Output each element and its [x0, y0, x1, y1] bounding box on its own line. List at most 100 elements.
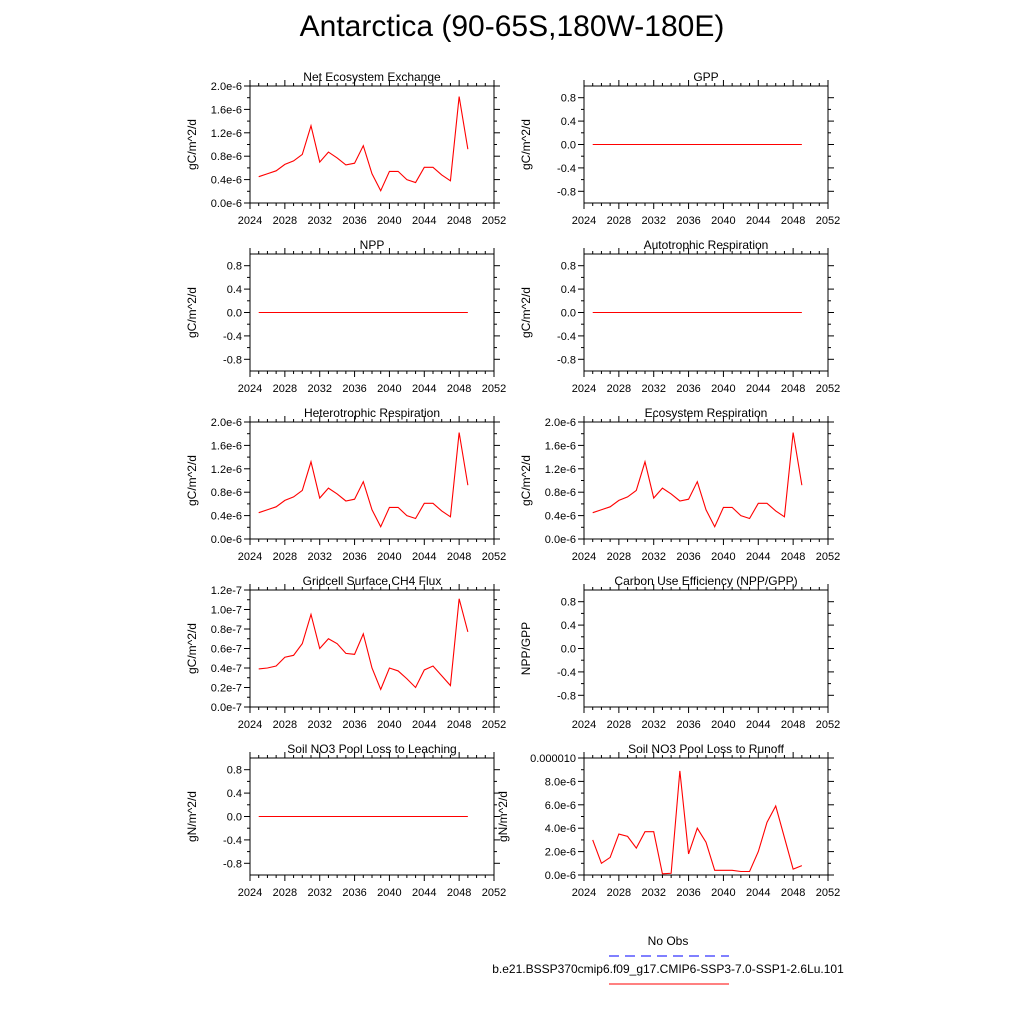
y-tick-label: 0.8: [561, 261, 576, 273]
panel-4: Autotrophic Respiration 2024 2028 2032 2036 2…: [519, 238, 840, 395]
y-tick-label: 0.0: [561, 140, 576, 152]
x-tick-label: 2040: [711, 719, 735, 731]
x-tick-label: 2024: [572, 383, 596, 395]
x-tick-label: 2032: [307, 887, 331, 899]
y-tick-label: 0.4: [227, 284, 242, 296]
y-tick-label: 0.8e-6: [211, 151, 242, 163]
x-tick-label: 2052: [482, 887, 506, 899]
x-tick-label: 2028: [273, 215, 297, 227]
x-tick-label: 2028: [607, 719, 631, 731]
x-tick-label: 2024: [238, 551, 262, 563]
x-tick-label: 2048: [447, 215, 471, 227]
x-tick-label: 2024: [238, 887, 262, 899]
panel-6: Ecosystem Respiration 2024 2028 2032 2036 204…: [519, 406, 840, 563]
y-tick-label: 1.2e-6: [545, 464, 576, 476]
y-tick-label: 0.4: [561, 620, 576, 632]
y-tick-label: 1.6e-6: [211, 440, 242, 452]
y-axis-label: gC/m^2/d: [519, 119, 533, 170]
panel-3: NPP 2024 2028 2032 2036 2040 2044 2048 2052 -0.8 -…: [185, 238, 506, 395]
x-tick-label: 2036: [676, 215, 700, 227]
series-line: [258, 432, 469, 528]
y-tick-label: 0.8: [227, 765, 242, 777]
y-tick-label: -0.8: [557, 354, 576, 366]
y-tick-label: 0.4: [561, 116, 576, 128]
x-tick-label: 2048: [781, 383, 805, 395]
x-tick-label: 2036: [342, 887, 366, 899]
y-tick-label: 0.0: [227, 812, 242, 824]
x-tick-label: 2052: [482, 551, 506, 563]
x-tick-label: 2032: [641, 215, 665, 227]
plot-frame: [583, 757, 829, 876]
x-tick-label: 2024: [238, 215, 262, 227]
x-tick-label: 2036: [342, 215, 366, 227]
y-tick-label: 2.0e-6: [211, 81, 242, 93]
x-tick-label: 2040: [377, 383, 401, 395]
panel-8: Carbon Use Efficiency (NPP/GPP) 2024 2028 2…: [519, 574, 840, 731]
legend: No Obs b.e21.BSSP370cmip6.f09_g17.CMIP6-S…: [492, 934, 844, 985]
series-line: [592, 770, 803, 875]
y-axis-label: gN/m^2/d: [496, 791, 510, 842]
x-tick-label: 2028: [607, 215, 631, 227]
x-tick-label: 2032: [307, 383, 331, 395]
y-tick-label: 0.0e-6: [211, 534, 242, 546]
x-tick-label: 2044: [746, 215, 770, 227]
x-tick-label: 2028: [273, 551, 297, 563]
y-tick-label: 0.8: [227, 261, 242, 273]
legend-label-obs: No Obs: [648, 934, 689, 948]
x-tick-label: 2044: [412, 215, 436, 227]
y-tick-label: 0.0: [561, 644, 576, 656]
panel-7: Gridcell Surface CH4 Flux 2024 2028 2032 203…: [185, 574, 506, 731]
x-tick-label: 2048: [781, 551, 805, 563]
y-tick-label: 1.0e-7: [211, 605, 242, 617]
x-tick-label: 2040: [711, 887, 735, 899]
panel-title: NPP: [360, 238, 385, 252]
panel-title: GPP: [693, 70, 718, 84]
y-tick-label: -0.4: [557, 331, 576, 343]
y-tick-label: -0.8: [557, 690, 576, 702]
legend-label-model: b.e21.BSSP370cmip6.f09_g17.CMIP6-SSP3-7.…: [492, 962, 844, 976]
y-axis-label: gC/m^2/d: [519, 287, 533, 338]
x-tick-label: 2044: [412, 719, 436, 731]
panel-title: Soil NO3 Pool Loss to Leaching: [287, 742, 456, 756]
x-tick-label: 2044: [412, 887, 436, 899]
x-tick-label: 2044: [746, 887, 770, 899]
y-tick-label: 1.2e-7: [211, 585, 242, 597]
x-tick-label: 2052: [816, 887, 840, 899]
x-tick-label: 2036: [676, 551, 700, 563]
x-tick-label: 2024: [572, 719, 596, 731]
y-tick-label: 1.2e-6: [211, 464, 242, 476]
panel-title: Ecosystem Respiration: [645, 406, 768, 420]
plot-frame: [583, 589, 829, 708]
x-tick-label: 2044: [412, 551, 436, 563]
x-tick-label: 2044: [746, 383, 770, 395]
x-tick-label: 2048: [781, 719, 805, 731]
y-tick-label: 4.0e-6: [545, 823, 576, 835]
x-tick-label: 2028: [607, 383, 631, 395]
y-tick-label: 0.4e-6: [211, 175, 242, 187]
x-tick-label: 2028: [607, 887, 631, 899]
y-tick-label: -0.4: [223, 835, 242, 847]
x-tick-label: 2040: [711, 551, 735, 563]
y-tick-label: 0.4e-6: [211, 511, 242, 523]
panel-title: Autotrophic Respiration: [644, 238, 769, 252]
x-tick-label: 2044: [412, 383, 436, 395]
x-tick-label: 2040: [377, 551, 401, 563]
y-tick-label: -0.4: [557, 667, 576, 679]
x-tick-label: 2032: [307, 551, 331, 563]
x-tick-label: 2048: [447, 887, 471, 899]
x-tick-label: 2052: [816, 383, 840, 395]
panel-1: Net Ecosystem Exchange 2024 2028 2032 2036 20…: [185, 70, 506, 227]
x-tick-label: 2048: [447, 551, 471, 563]
y-axis-label: NPP/GPP: [519, 622, 533, 675]
panel-title: Soil NO3 Pool Loss to Runoff: [628, 742, 785, 756]
plot-frame: [249, 589, 495, 708]
x-tick-label: 2032: [641, 719, 665, 731]
series-line: [258, 96, 469, 192]
y-tick-label: 0.0: [227, 308, 242, 320]
x-tick-label: 2024: [238, 383, 262, 395]
series-line: [592, 432, 803, 528]
x-tick-label: 2028: [607, 551, 631, 563]
y-axis-label: gN/m^2/d: [185, 791, 199, 842]
panel-10: Soil NO3 Pool Loss to Runoff 2024 2028 2032…: [496, 742, 840, 899]
x-tick-label: 2032: [307, 719, 331, 731]
